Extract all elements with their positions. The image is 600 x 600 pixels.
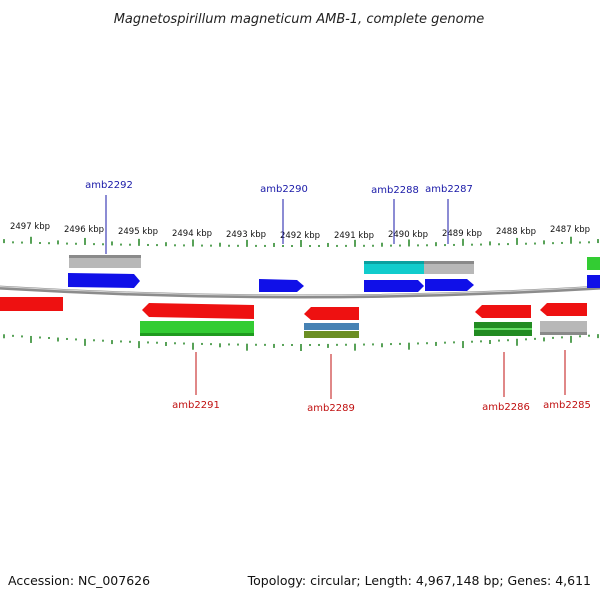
cds-feature[interactable] <box>142 303 254 319</box>
forward-strand-features <box>68 255 600 292</box>
gene-feature[interactable] <box>424 261 474 274</box>
kbp-label: 2491 kbp <box>334 231 374 241</box>
gene-feature[interactable] <box>304 331 359 338</box>
gene-label[interactable]: amb2289 <box>307 403 355 414</box>
cds-feature[interactable] <box>364 280 424 292</box>
gene-label[interactable]: amb2290 <box>260 184 308 195</box>
gene-label[interactable]: amb2286 <box>482 402 530 413</box>
reverse-strand-features <box>0 297 587 338</box>
kbp-label: 2496 kbp <box>64 225 104 235</box>
tick-row-top <box>3 236 599 247</box>
kbp-label: 2493 kbp <box>226 230 266 240</box>
forward-gene-labels: amb2292 amb2290 amb2288 amb2287 <box>85 180 473 254</box>
gene-label[interactable]: amb2285 <box>543 400 591 411</box>
kbp-label: 2497 kbp <box>10 222 50 232</box>
gene-feature[interactable] <box>140 321 254 336</box>
cds-feature[interactable] <box>259 279 304 292</box>
cds-feature[interactable] <box>68 273 140 288</box>
genome-backbone <box>0 285 600 299</box>
kbp-label: 2489 kbp <box>442 229 482 239</box>
kbp-axis-labels: 2497 kbp 2496 kbp 2495 kbp 2494 kbp 2493… <box>10 222 590 241</box>
gene-feature[interactable] <box>364 261 424 274</box>
kbp-label: 2494 kbp <box>172 229 212 239</box>
cds-feature[interactable] <box>304 307 359 320</box>
cds-feature[interactable] <box>587 275 600 288</box>
gene-label[interactable]: amb2291 <box>172 400 220 411</box>
kbp-label: 2492 kbp <box>280 231 320 241</box>
gene-feature[interactable] <box>587 257 600 270</box>
reverse-gene-labels: amb2291 amb2289 amb2286 amb2285 <box>172 350 591 414</box>
kbp-label: 2495 kbp <box>118 227 158 237</box>
tick-row-bottom <box>3 334 599 351</box>
cds-feature[interactable] <box>0 297 63 311</box>
cds-feature[interactable] <box>425 279 474 291</box>
kbp-label: 2488 kbp <box>496 227 536 237</box>
gene-feature[interactable] <box>540 321 587 335</box>
cds-feature[interactable] <box>540 303 587 316</box>
gene-feature[interactable] <box>69 255 141 268</box>
kbp-label: 2487 kbp <box>550 225 590 235</box>
cds-feature[interactable] <box>475 305 531 318</box>
gene-label[interactable]: amb2288 <box>371 185 419 196</box>
gene-feature[interactable] <box>304 323 359 330</box>
gene-label[interactable]: amb2287 <box>425 184 473 195</box>
genome-title: Magnetospirillum magneticum AMB-1, compl… <box>114 12 485 27</box>
kbp-label: 2490 kbp <box>388 230 428 240</box>
genome-summary-text: Topology: circular; Length: 4,967,148 bp… <box>247 573 591 588</box>
gene-label[interactable]: amb2292 <box>85 180 133 191</box>
accession-text: Accession: NC_007626 <box>8 573 150 588</box>
